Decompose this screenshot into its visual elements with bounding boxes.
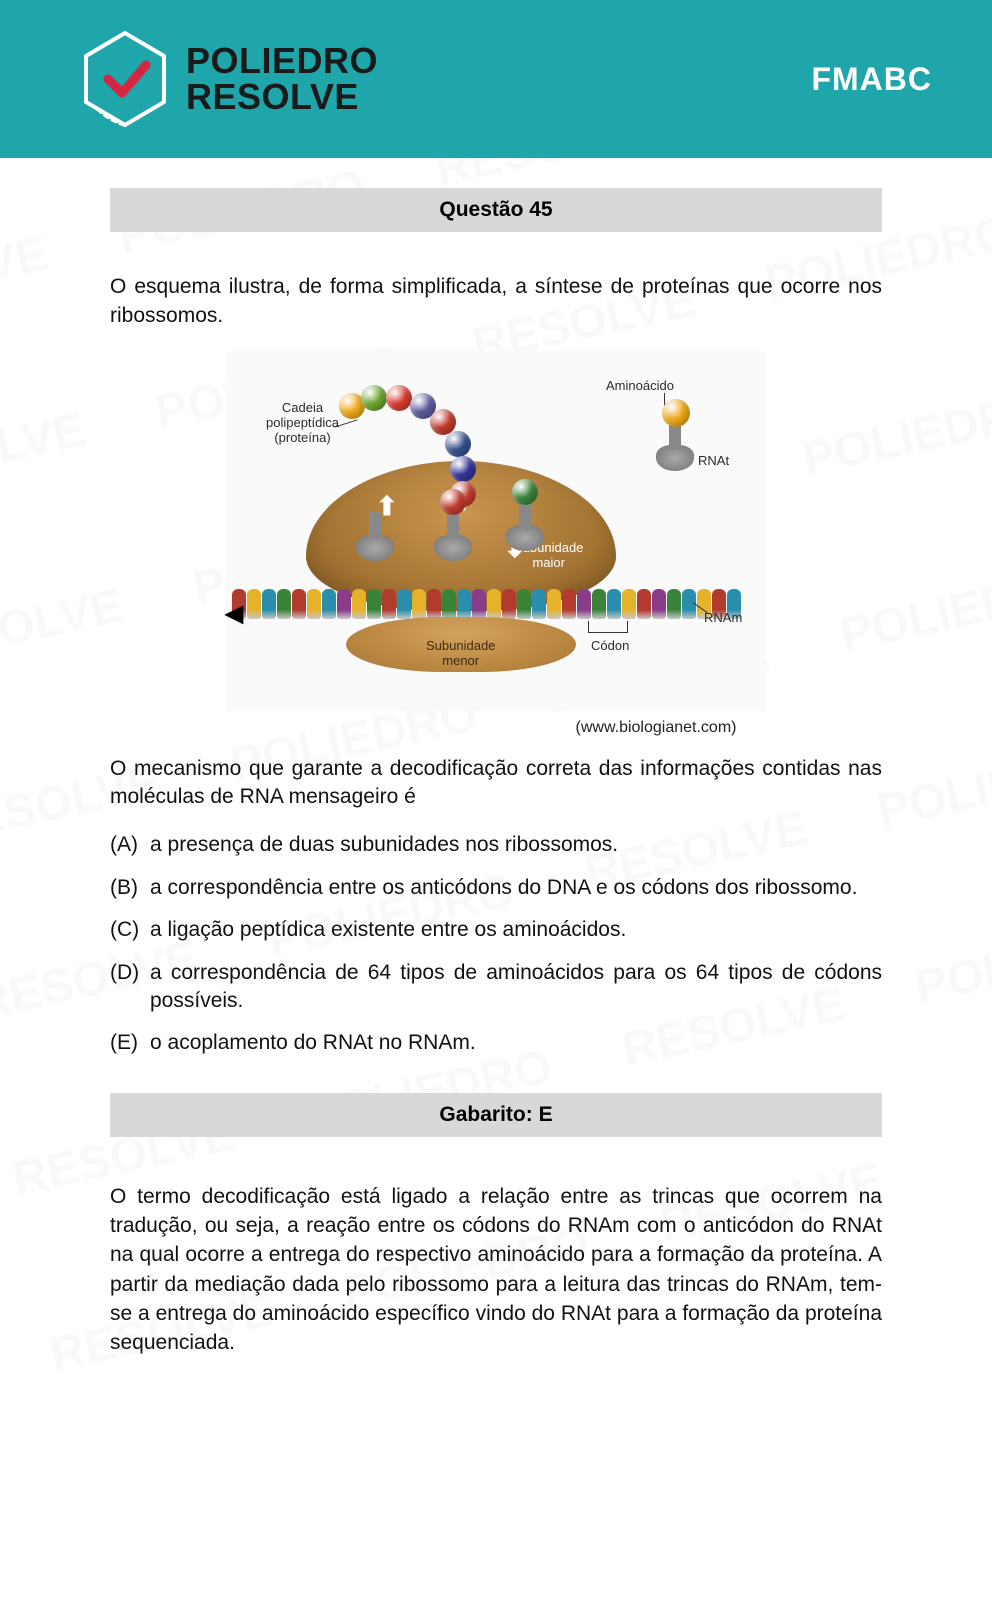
mrna-nucleotide (517, 589, 531, 619)
mrna-nucleotide (532, 589, 546, 619)
question-intro: O esquema ilustra, de forma simplificada… (110, 272, 882, 331)
diagram-container: ◄ Cadeia polipeptídica (proteína) Aminoá… (110, 351, 882, 711)
brand-line-1: POLIEDRO (186, 43, 378, 79)
label-trna: RNAt (698, 454, 729, 469)
question-number-bar: Questão 45 (110, 188, 882, 232)
option-text: a correspondência entre os anticódons do… (150, 874, 882, 902)
mrna-nucleotide (607, 589, 621, 619)
answer-option: (B)a correspondência entre os anticódons… (110, 874, 882, 902)
mrna-nucleotide (412, 589, 426, 619)
mrna-nucleotide (502, 589, 516, 619)
mrna-nucleotide (667, 589, 681, 619)
amino-acid-ball (361, 385, 387, 411)
amino-acid-ball (445, 431, 471, 457)
option-text: a presença de duas subunidades nos ribos… (150, 831, 882, 859)
mrna-nucleotide (622, 589, 636, 619)
trna-molecule (434, 511, 472, 561)
mrna-nucleotide (367, 589, 381, 619)
direction-arrow-icon: ◄ (218, 595, 250, 632)
mrna-nucleotide (592, 589, 606, 619)
option-letter: (B) (110, 874, 150, 902)
mrna-nucleotide (352, 589, 366, 619)
mrna-nucleotide (487, 589, 501, 619)
amino-acid-ball (512, 479, 538, 505)
option-letter: (C) (110, 916, 150, 944)
answer-options: (A)a presença de duas subunidades nos ri… (110, 831, 882, 1057)
option-text: a ligação peptídica existente entre os a… (150, 916, 882, 944)
logo-group: POLIEDRO RESOLVE (80, 29, 378, 129)
mrna-nucleotide (442, 589, 456, 619)
mrna-nucleotide (382, 589, 396, 619)
mrna-nucleotide (637, 589, 651, 619)
mrna-nucleotide (292, 589, 306, 619)
mrna-nucleotide (577, 589, 591, 619)
mrna-strand (232, 589, 760, 619)
exam-name: FMABC (811, 61, 932, 98)
image-source: (www.biologianet.com) (430, 719, 882, 737)
answer-option: (C)a ligação peptídica existente entre o… (110, 916, 882, 944)
option-text: o acoplamento do RNAt no RNAm. (150, 1029, 882, 1057)
mrna-nucleotide (547, 589, 561, 619)
answer-explanation: O termo decodificação está ligado a rela… (110, 1182, 882, 1358)
mrna-nucleotide (262, 589, 276, 619)
mrna-nucleotide (457, 589, 471, 619)
amino-acid-ball (440, 489, 466, 515)
option-letter: (E) (110, 1029, 150, 1057)
label-codon: Códon (591, 639, 629, 654)
mrna-nucleotide (322, 589, 336, 619)
mrna-nucleotide (277, 589, 291, 619)
question-prompt: O mecanismo que garante a decodificação … (110, 755, 882, 812)
amino-acid-ball (450, 456, 476, 482)
codon-bracket (588, 621, 628, 633)
amino-acid-ball (662, 399, 690, 427)
label-aminoacid: Aminoácido (606, 379, 674, 394)
header-banner: POLIEDRO RESOLVE FMABC (0, 0, 992, 158)
mrna-nucleotide (427, 589, 441, 619)
mrna-nucleotide (397, 589, 411, 619)
hexagon-check-icon (80, 29, 170, 129)
answer-option: (E)o acoplamento do RNAt no RNAm. (110, 1029, 882, 1057)
mrna-nucleotide (562, 589, 576, 619)
label-mrna: RNAm (704, 611, 742, 626)
trna-molecule (656, 421, 694, 471)
option-text: a correspondência de 64 tipos de aminoác… (150, 959, 882, 1016)
answer-option: (D)a correspondência de 64 tipos de amin… (110, 959, 882, 1016)
trna-molecule (506, 501, 544, 551)
brand-line-2: RESOLVE (186, 79, 378, 115)
mrna-nucleotide (652, 589, 666, 619)
ribosome-diagram: ◄ Cadeia polipeptídica (proteína) Aminoá… (226, 351, 766, 711)
mrna-nucleotide (307, 589, 321, 619)
label-small-subunit: Subunidade menor (426, 639, 495, 669)
trna-molecule (356, 511, 394, 561)
amino-acid-ball (430, 409, 456, 435)
mrna-nucleotide (472, 589, 486, 619)
option-letter: (A) (110, 831, 150, 859)
mrna-nucleotide (337, 589, 351, 619)
label-polypeptide: Cadeia polipeptídica (proteína) (266, 401, 339, 446)
logo-text: POLIEDRO RESOLVE (186, 43, 378, 115)
answer-key-bar: Gabarito: E (110, 1093, 882, 1137)
content-area: Questão 45 O esquema ilustra, de forma s… (0, 158, 992, 1418)
option-letter: (D) (110, 959, 150, 1016)
answer-option: (A)a presença de duas subunidades nos ri… (110, 831, 882, 859)
amino-acid-ball (386, 385, 412, 411)
